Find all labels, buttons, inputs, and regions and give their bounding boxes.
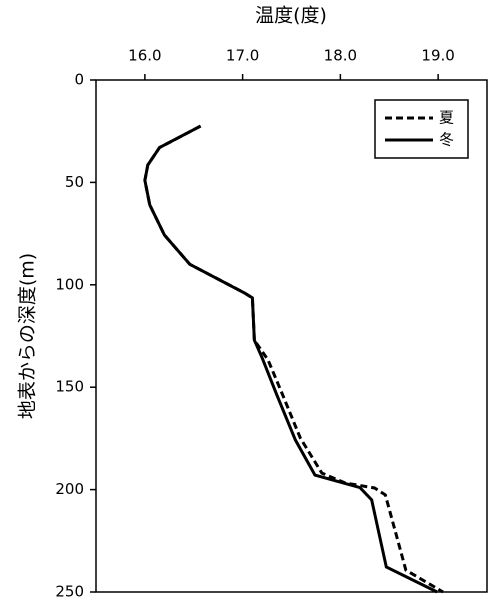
legend-box — [374, 99, 469, 159]
y-tick-label: 50 — [65, 173, 84, 191]
x-tick-label: 17.0 — [226, 47, 259, 65]
y-tick-label: 250 — [55, 583, 84, 601]
y-tick-label: 200 — [55, 480, 84, 498]
series-line — [143, 124, 444, 594]
y-tick-label: 0 — [74, 71, 84, 89]
y-tick-label: 150 — [55, 378, 84, 396]
y-axis-label: 地表からの深度(m) — [17, 253, 39, 419]
plot-frame — [95, 79, 488, 593]
x-tick-label: 19.0 — [421, 47, 454, 65]
x-tick-label: 16.0 — [128, 47, 161, 65]
chart-title: 温度(度) — [255, 5, 327, 27]
legend-label: 夏 — [439, 109, 454, 127]
legend-label: 冬 — [439, 131, 454, 149]
x-tick-label: 18.0 — [324, 47, 357, 65]
y-tick-label: 100 — [55, 275, 84, 293]
series-line — [143, 124, 438, 594]
